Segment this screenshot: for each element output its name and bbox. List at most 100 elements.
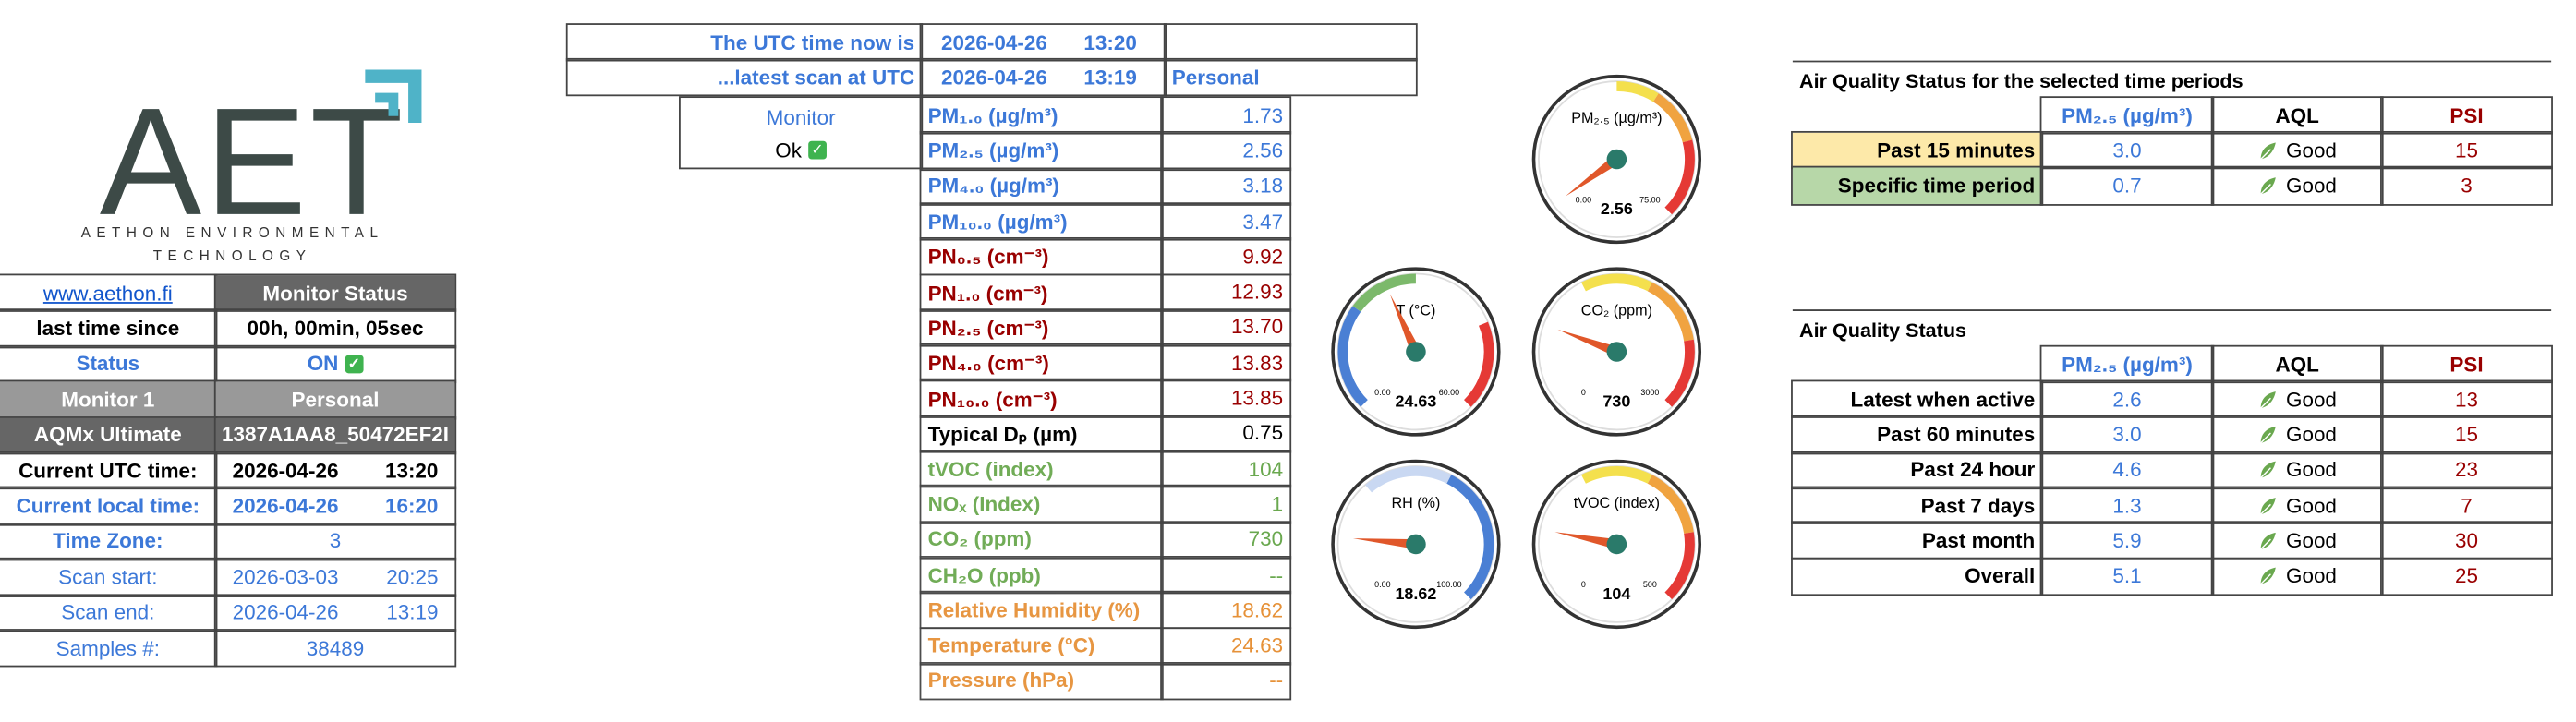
gauge-max: 500	[1643, 580, 1657, 589]
status-label: Status	[0, 345, 217, 383]
gauge-needle	[1352, 538, 1417, 549]
measure-name: Temperature (°C)	[920, 627, 1163, 665]
clock-value: 2026-04-26 13:19	[920, 58, 1167, 96]
measure-name: PN₂.₅ (cm⁻³)	[920, 308, 1163, 346]
aql-text: Good	[2285, 528, 2337, 553]
measure-value: 104	[1161, 450, 1291, 487]
time: 20:25	[386, 565, 439, 589]
measure-value: 18.62	[1161, 591, 1291, 630]
gauge-band	[1337, 306, 1368, 407]
gauge-value: 24.63	[1395, 391, 1436, 410]
status-value: 2026-04-26 13:20	[214, 451, 456, 489]
gauge-hub	[1606, 149, 1627, 170]
row-label: Past month	[1791, 522, 2043, 560]
pm-value: 5.9	[2040, 522, 2214, 560]
table-header: AQL	[2211, 97, 2383, 134]
leaf-icon	[2257, 140, 2278, 161]
gauge-needle	[1565, 155, 1620, 197]
aql-text: Good	[2285, 387, 2337, 412]
measure-name: PN₄.₀ (cm⁻³)	[920, 344, 1163, 382]
pm-value: 4.6	[2040, 451, 2214, 489]
link[interactable]: www.aethon.fi	[0, 274, 217, 312]
gauge-band	[1616, 81, 1659, 102]
gauge-max: 3000	[1640, 388, 1659, 397]
pm-value: 2.6	[2040, 380, 2214, 418]
gauge-title: RH (%)	[1391, 495, 1440, 511]
time: 13:19	[386, 601, 439, 625]
psi-value: 13	[2380, 380, 2553, 418]
measure-value: 3.47	[1161, 202, 1291, 241]
date: 2026-04-26	[232, 459, 339, 483]
measure-value: 12.93	[1161, 273, 1291, 311]
gauge-band	[1664, 532, 1695, 600]
aql-text: Good	[2285, 564, 2337, 588]
measure-value: --	[1161, 662, 1291, 700]
row-label: Overall	[1791, 557, 2043, 595]
leaf-icon	[2257, 425, 2278, 445]
psi-value: 7	[2380, 487, 2553, 524]
gauge-min: 0.00	[1576, 195, 1591, 204]
gauge-min: 0.00	[1374, 388, 1390, 397]
leaf-icon	[2257, 495, 2278, 515]
status-value: 1387A1AA8_50472EF2I	[214, 416, 456, 454]
leaf-icon	[2257, 531, 2278, 551]
measure-value: 2.56	[1161, 132, 1291, 170]
clock-mode: Personal	[1164, 58, 1417, 96]
logo-name: AETHON ENVIRONMENTAL TECHNOLOGY	[80, 223, 384, 264]
gauge-band	[1664, 139, 1695, 215]
leaf-icon	[2257, 175, 2278, 196]
gauge-value: 18.62	[1395, 584, 1436, 603]
row-label: Specific time period	[1791, 167, 2043, 205]
check-icon: ✓	[345, 355, 364, 374]
gauge-needle	[1557, 329, 1619, 357]
gauge-value: 104	[1602, 584, 1630, 603]
table-title: Air Quality Status for the selected time…	[1799, 69, 2243, 93]
measure-name: CO₂ (ppm)	[920, 521, 1163, 559]
monitor-label: Monitor	[766, 105, 836, 129]
pm-value: 5.1	[2040, 557, 2214, 595]
date: 2026-03-03	[232, 565, 339, 589]
measure-value: 24.63	[1161, 627, 1291, 665]
aql-value: Good	[2211, 415, 2383, 453]
status-label: Time Zone:	[0, 523, 217, 560]
gauge-title: PM₂.₅ (µg/m³)	[1571, 110, 1662, 126]
gauge-hub	[1406, 342, 1426, 362]
measure-value: 730	[1161, 521, 1291, 559]
measure-value: 3.18	[1161, 167, 1291, 205]
psi-value: 15	[2380, 415, 2553, 453]
status-label: Scan end:	[0, 594, 217, 632]
gauge-band	[1365, 465, 1452, 493]
measure-value: 13.85	[1161, 379, 1291, 417]
aql-text: Good	[2285, 493, 2337, 517]
time: 13:19	[1083, 65, 1137, 90]
pm-value: 3.0	[2040, 131, 2214, 169]
measure-value: 9.92	[1161, 238, 1291, 276]
status-label: Current local time:	[0, 487, 217, 525]
aql-value: Good	[2211, 487, 2383, 524]
gauge-min: 0.00	[1374, 580, 1390, 589]
measure-name: Relative Humidity (%)	[920, 591, 1163, 630]
measure-value: 0.75	[1161, 415, 1291, 452]
aql-value: Good	[2211, 131, 2383, 169]
measure-value: --	[1161, 556, 1291, 594]
psi-value: 15	[2380, 131, 2553, 169]
aql-value: Good	[2211, 380, 2383, 418]
logo-mark: AET	[99, 78, 407, 247]
aql-value: Good	[2211, 451, 2383, 489]
measure-name: PM₄.₀ (µg/m³)	[920, 167, 1163, 205]
psi-value: 23	[2380, 451, 2553, 489]
time: 13:20	[1083, 30, 1137, 54]
gauge-band	[1647, 475, 1694, 535]
gauge-hub	[1606, 342, 1627, 362]
leaf-icon	[2257, 566, 2278, 586]
gauge-band	[1463, 321, 1494, 407]
gauge-band	[1664, 339, 1695, 407]
date: 2026-04-26	[940, 65, 1047, 90]
gauge-band	[1581, 273, 1652, 292]
check-icon: ✓	[808, 140, 827, 160]
measure-name: PM₁.₀ (µg/m³)	[920, 97, 1163, 135]
table-title: Air Quality Status	[1799, 319, 1967, 343]
gauge-max: 100.00	[1436, 580, 1461, 589]
status-value: 2026-04-26 13:19	[214, 594, 456, 632]
